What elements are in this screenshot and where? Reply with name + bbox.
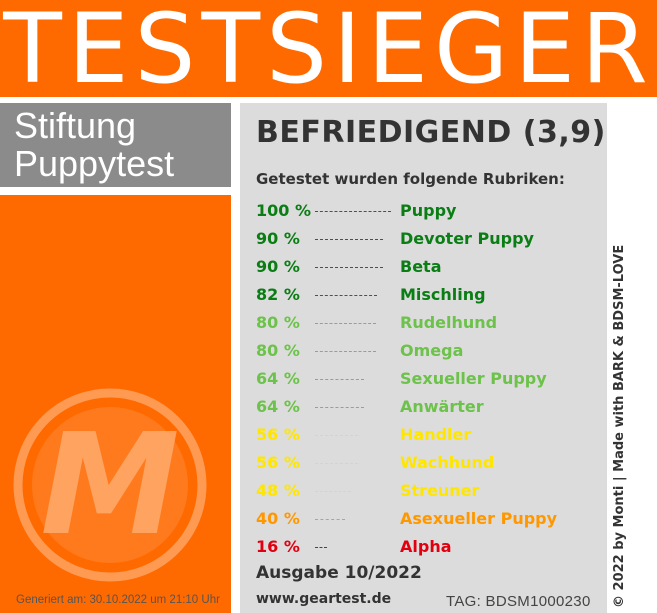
category-dotted-bar xyxy=(315,491,351,492)
brand-line-1: Stiftung xyxy=(14,105,137,146)
category-percent: 80 % xyxy=(256,341,300,360)
issue-label: Ausgabe 10/2022 xyxy=(256,563,422,583)
category-percent: 64 % xyxy=(256,397,300,416)
category-row: 90 % Devoter Puppy xyxy=(256,229,606,251)
brand-box: Stiftung Puppytest xyxy=(0,103,231,187)
category-row: 82 % Mischling xyxy=(256,285,606,307)
result-panel xyxy=(240,103,607,613)
category-percent: 48 % xyxy=(256,481,300,500)
category-percent: 64 % xyxy=(256,369,300,388)
tag-code: TAG: BDSM1000230 xyxy=(446,593,591,610)
category-percent: 100 % xyxy=(256,201,311,220)
category-name: Sexueller Puppy xyxy=(400,369,547,388)
category-dotted-bar xyxy=(315,519,345,520)
category-row: 64 % Anwärter xyxy=(256,397,606,419)
category-percent: 56 % xyxy=(256,453,300,472)
categories-heading: Getestet wurden folgende Rubriken: xyxy=(256,170,565,188)
category-percent: 56 % xyxy=(256,425,300,444)
category-row: 40 % Asexueller Puppy xyxy=(256,509,606,531)
category-row: 64 % Sexueller Puppy xyxy=(256,369,606,391)
category-percent: 90 % xyxy=(256,257,300,276)
category-row: 80 % Rudelhund xyxy=(256,313,606,335)
banner-title: TESTSIEGER xyxy=(3,0,654,105)
category-percent: 16 % xyxy=(256,537,300,556)
category-dotted-bar xyxy=(315,407,364,408)
header-banner: TESTSIEGER xyxy=(0,0,657,104)
category-dotted-bar xyxy=(315,295,377,296)
category-dotted-bar xyxy=(315,211,391,212)
category-name: Anwärter xyxy=(400,397,484,416)
copyright-text: © 2022 by Monti | Made with BARK & BDSM-… xyxy=(612,244,627,608)
category-row: 56 % Wachhund xyxy=(256,453,606,475)
svg-text:M: M xyxy=(40,404,179,567)
category-dotted-bar xyxy=(315,547,327,548)
category-name: Asexueller Puppy xyxy=(400,509,558,528)
category-name: Mischling xyxy=(400,285,486,304)
category-name: Omega xyxy=(400,341,464,360)
category-name: Beta xyxy=(400,257,442,276)
category-percent: 80 % xyxy=(256,313,300,332)
category-row: 16 % Alpha xyxy=(256,537,606,559)
category-name: Streuner xyxy=(400,481,480,500)
rating-title: BEFRIEDIGEND (3,9) xyxy=(256,115,606,150)
brand-line-2: Puppytest xyxy=(14,143,175,184)
logo-panel: M xyxy=(0,195,231,613)
category-name: Puppy xyxy=(400,201,457,220)
category-row: 48 % Streuner xyxy=(256,481,606,503)
category-name: Handler xyxy=(400,425,472,444)
category-row: 56 % Handler xyxy=(256,425,606,447)
category-percent: 82 % xyxy=(256,285,300,304)
category-percent: 90 % xyxy=(256,229,300,248)
category-name: Wachhund xyxy=(400,453,495,472)
category-name: Devoter Puppy xyxy=(400,229,534,248)
category-dotted-bar xyxy=(315,267,383,268)
category-row: 90 % Beta xyxy=(256,257,606,279)
category-dotted-bar xyxy=(315,379,364,380)
category-dotted-bar xyxy=(315,323,376,324)
generated-timestamp: Generiert am: 30.10.2022 um 21:10 Uhr xyxy=(16,594,220,606)
category-percent: 40 % xyxy=(256,509,300,528)
category-dotted-bar xyxy=(315,239,383,240)
website-link[interactable]: www.geartest.de xyxy=(256,591,392,607)
category-name: Rudelhund xyxy=(400,313,498,332)
category-dotted-bar xyxy=(315,351,376,352)
category-name: Alpha xyxy=(400,537,452,556)
category-dotted-bar xyxy=(315,435,358,436)
m-logo-icon: M xyxy=(13,388,207,582)
category-row: 80 % Omega xyxy=(256,341,606,363)
category-row: 100 % Puppy xyxy=(256,201,606,223)
category-dotted-bar xyxy=(315,463,358,464)
